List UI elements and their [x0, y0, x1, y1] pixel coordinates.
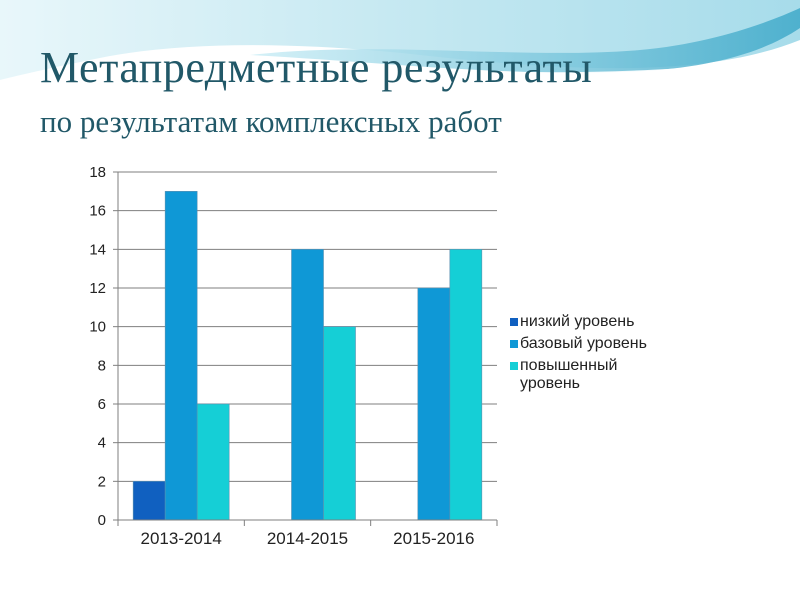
slide-title: Метапредметные результаты [40, 43, 593, 92]
slide-subtitle: по результатам комплексных работ [40, 104, 502, 139]
y-tick-label: 4 [98, 435, 106, 452]
bar [417, 287, 451, 521]
x-tick-label: 2014-2015 [267, 529, 348, 548]
legend-label: уровень [520, 375, 580, 392]
y-tick-label: 8 [98, 357, 106, 374]
bar [164, 191, 198, 521]
legend-label: базовый уровень [520, 335, 647, 352]
bar [132, 481, 166, 521]
y-tick-label: 0 [98, 512, 106, 529]
x-tick-label: 2013-2014 [141, 529, 222, 548]
y-tick-label: 14 [89, 241, 106, 258]
bar [323, 326, 356, 521]
y-tick-label: 16 [89, 203, 106, 220]
y-tick-label: 10 [89, 319, 106, 336]
chart-axes: 0 2 4 6 8 10 12 14 16 18 2013-2014 2014-2015 2015-20… [89, 164, 498, 548]
y-tick-label: 18 [89, 164, 106, 181]
legend-label: повышенный [520, 357, 617, 374]
bar [291, 249, 324, 521]
x-tick-label: 2015-2016 [393, 529, 474, 548]
y-tick-label: 6 [98, 396, 106, 413]
legend-swatch [510, 340, 518, 348]
y-tick-label: 12 [89, 280, 106, 297]
legend-label: низкий уровень [520, 313, 634, 330]
y-tick-label: 2 [98, 473, 106, 490]
chart-bars [132, 191, 483, 521]
legend-swatch [510, 362, 518, 370]
bar [449, 249, 483, 521]
legend-swatch [510, 318, 518, 326]
wave-decoration-thin [0, 54, 800, 89]
bar [196, 403, 230, 521]
wave-decoration-dark [250, 8, 800, 73]
chart-legend: низкий уровень базовый уровень повышенныйу… [510, 313, 647, 392]
